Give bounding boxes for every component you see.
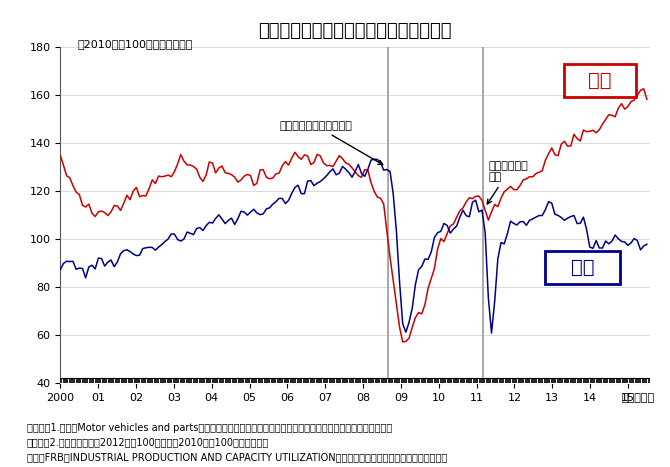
Text: （2010年＝100、季節調整済）: （2010年＝100、季節調整済） [77,39,192,49]
Text: （注）　1.米国はMotor vehicles and parts、日本は輸送機械工業（除．船舶・同機関、鉄道車両、航空機）を使用。: （注） 1.米国はMotor vehicles and parts、日本は輸送機… [27,423,392,432]
Text: 2.米国の公表値は2012年＝100のため、2010年＝100として計算。: 2.米国の公表値は2012年＝100のため、2010年＝100として計算。 [27,438,269,447]
Text: 米国: 米国 [588,71,611,90]
Text: 資料：FRB「INDUSTRIAL PRODUCTION AND CAPACITY UTILIZATION」、経済産業省「鉱工業指数」から作成。: 資料：FRB「INDUSTRIAL PRODUCTION AND CAPACIT… [27,452,447,462]
FancyBboxPatch shape [563,64,636,97]
Title: 日米「自動車・同部品」生産指数の推移: 日米「自動車・同部品」生産指数の推移 [259,21,452,40]
Text: 東日本大震災
発生: 東日本大震災 発生 [487,161,529,204]
Text: リーマン・ショック発生: リーマン・ショック発生 [280,121,383,164]
FancyBboxPatch shape [545,251,620,284]
Text: 日本: 日本 [571,258,594,277]
Text: （月／年）: （月／年） [621,393,655,403]
